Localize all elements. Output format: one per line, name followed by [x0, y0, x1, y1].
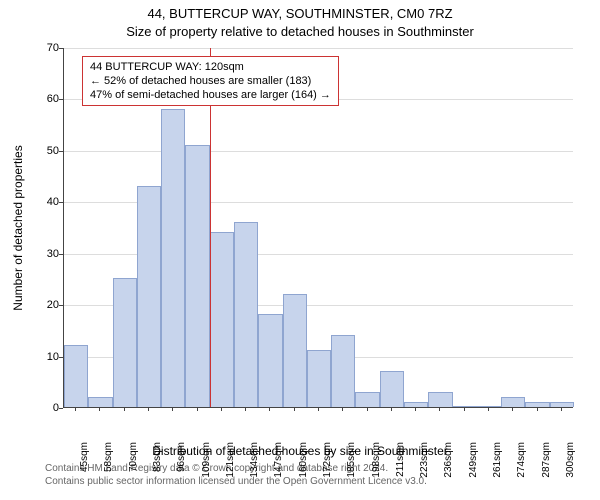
y-tick-label: 0 — [37, 402, 59, 414]
y-tick-label: 40 — [37, 196, 59, 208]
histogram-bar — [113, 278, 137, 407]
x-tick-label: 134sqm — [249, 442, 260, 478]
x-tick-label: 287sqm — [541, 442, 552, 478]
info-line-2: ← 52% of detached houses are smaller (18… — [90, 74, 331, 88]
x-tick-label: 185sqm — [346, 442, 357, 478]
x-tick-mark — [512, 407, 513, 411]
chart-subtitle: Size of property relative to detached ho… — [0, 24, 600, 39]
page-title: 44, BUTTERCUP WAY, SOUTHMINSTER, CM0 7RZ — [0, 6, 600, 21]
histogram-bar — [453, 406, 477, 407]
y-tick-label: 70 — [37, 42, 59, 54]
info-line-1: 44 BUTTERCUP WAY: 120sqm — [90, 60, 331, 74]
histogram-bar — [550, 402, 574, 407]
x-tick-label: 300sqm — [565, 442, 576, 478]
x-tick-label: 45sqm — [79, 442, 90, 472]
histogram-bar — [501, 397, 525, 407]
x-tick-label: 249sqm — [468, 442, 479, 478]
x-tick-mark — [391, 407, 392, 411]
x-tick-mark — [269, 407, 270, 411]
histogram-bar — [307, 350, 331, 407]
x-tick-mark — [148, 407, 149, 411]
x-tick-label: 121sqm — [225, 442, 236, 478]
y-tick-mark — [59, 254, 63, 255]
x-tick-label: 274sqm — [516, 442, 527, 478]
histogram-bar — [331, 335, 355, 407]
info-line-3: 47% of semi-detached houses are larger (… — [90, 88, 331, 102]
x-tick-label: 147sqm — [273, 442, 284, 478]
x-tick-label: 236sqm — [443, 442, 454, 478]
histogram-bar — [210, 232, 234, 407]
x-tick-mark — [415, 407, 416, 411]
x-tick-mark — [197, 407, 198, 411]
x-tick-label: 211sqm — [395, 442, 406, 477]
x-tick-mark — [561, 407, 562, 411]
histogram-bar — [404, 402, 428, 407]
gridline — [64, 48, 573, 49]
y-tick-label: 10 — [37, 351, 59, 363]
x-tick-mark — [221, 407, 222, 411]
histogram-bar — [64, 345, 88, 407]
x-tick-mark — [172, 407, 173, 411]
histogram-bar — [283, 294, 307, 407]
gridline — [64, 151, 573, 152]
x-tick-label: 160sqm — [298, 442, 309, 478]
x-tick-mark — [318, 407, 319, 411]
y-tick-mark — [59, 151, 63, 152]
x-tick-mark — [439, 407, 440, 411]
x-tick-mark — [245, 407, 246, 411]
histogram-bar — [355, 392, 379, 407]
y-tick-mark — [59, 48, 63, 49]
x-tick-label: 83sqm — [152, 442, 163, 472]
y-tick-label: 20 — [37, 299, 59, 311]
y-tick-mark — [59, 99, 63, 100]
plot-area: 44 BUTTERCUP WAY: 120sqm ← 52% of detach… — [63, 48, 573, 408]
x-tick-label: 223sqm — [419, 442, 430, 478]
x-tick-label: 96sqm — [176, 442, 187, 472]
x-tick-mark — [99, 407, 100, 411]
x-tick-label: 172sqm — [322, 442, 333, 478]
x-tick-label: 109sqm — [201, 442, 212, 478]
x-tick-mark — [124, 407, 125, 411]
x-tick-mark — [342, 407, 343, 411]
histogram-bar — [428, 392, 452, 407]
x-tick-mark — [294, 407, 295, 411]
histogram-bar — [234, 222, 258, 407]
y-tick-mark — [59, 305, 63, 306]
histogram-bar — [185, 145, 209, 407]
x-tick-mark — [488, 407, 489, 411]
x-tick-mark — [367, 407, 368, 411]
y-tick-mark — [59, 357, 63, 358]
histogram-bar — [380, 371, 404, 407]
histogram-bar — [137, 186, 161, 407]
x-tick-label: 58sqm — [103, 442, 114, 472]
y-tick-mark — [59, 202, 63, 203]
x-tick-label: 70sqm — [128, 442, 139, 472]
x-tick-label: 261sqm — [492, 442, 503, 478]
x-tick-mark — [75, 407, 76, 411]
chart-container: 44, BUTTERCUP WAY, SOUTHMINSTER, CM0 7RZ… — [0, 0, 600, 500]
info-box: 44 BUTTERCUP WAY: 120sqm ← 52% of detach… — [82, 56, 339, 106]
histogram-bar — [525, 402, 549, 407]
x-tick-mark — [537, 407, 538, 411]
y-tick-label: 30 — [37, 248, 59, 260]
y-tick-label: 60 — [37, 93, 59, 105]
y-axis-label: Number of detached properties — [11, 145, 25, 310]
histogram-bar — [88, 397, 112, 407]
histogram-bar — [258, 314, 282, 407]
y-tick-mark — [59, 408, 63, 409]
y-tick-label: 50 — [37, 145, 59, 157]
x-tick-label: 198sqm — [371, 442, 382, 478]
x-tick-mark — [464, 407, 465, 411]
histogram-bar — [161, 109, 185, 407]
